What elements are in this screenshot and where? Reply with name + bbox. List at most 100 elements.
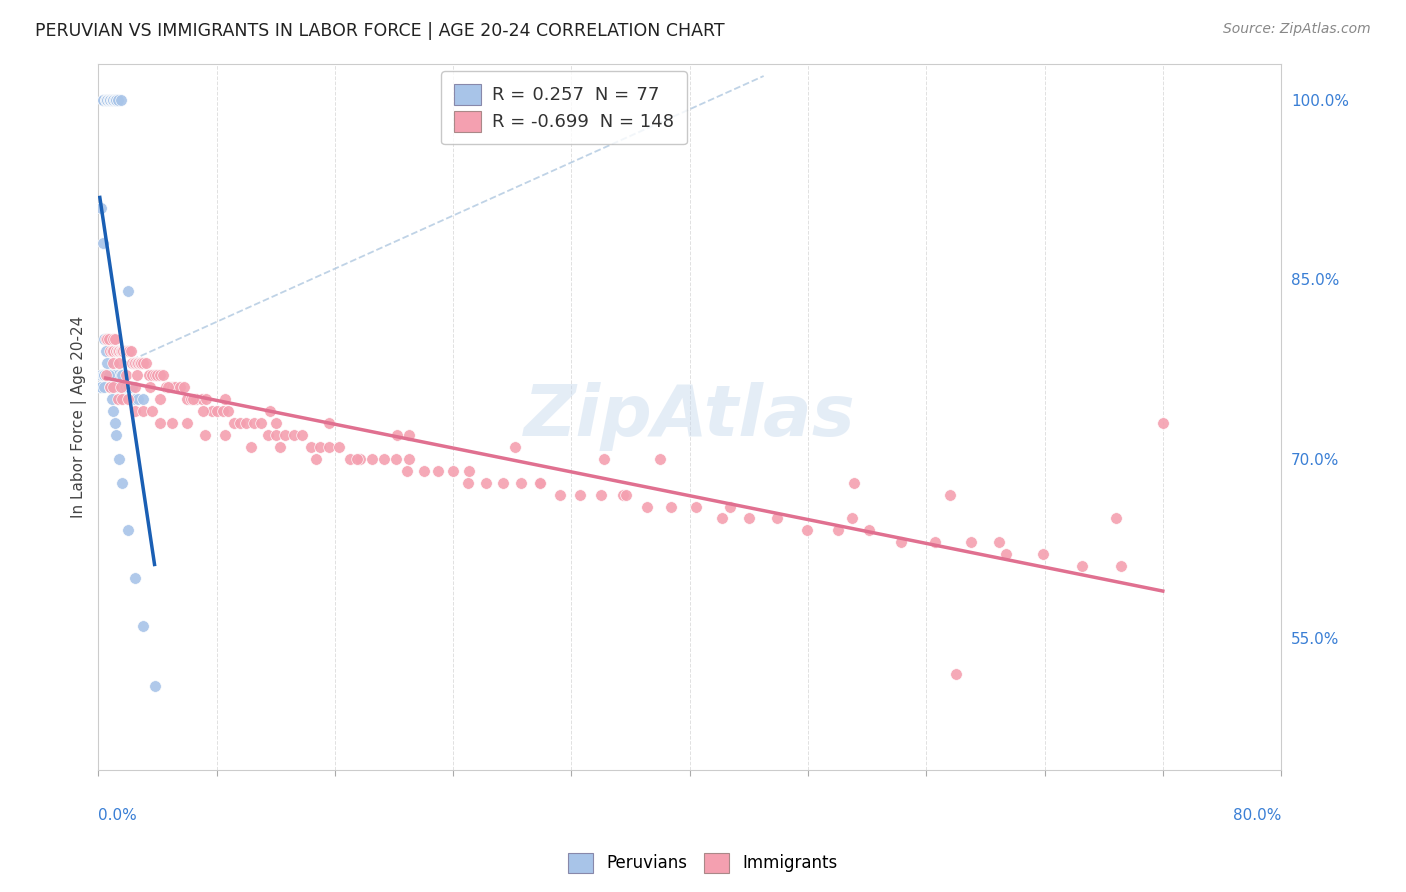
Point bbox=[127, 392, 149, 406]
Point bbox=[100, 93, 122, 107]
Point bbox=[1104, 511, 1126, 525]
Point bbox=[385, 427, 408, 442]
Point bbox=[214, 427, 236, 442]
Text: ZipAtlas: ZipAtlas bbox=[524, 383, 856, 451]
Point bbox=[685, 500, 707, 514]
Point bbox=[94, 93, 117, 107]
Point bbox=[214, 392, 236, 406]
Point bbox=[117, 380, 139, 394]
Point bbox=[349, 451, 371, 466]
Point bbox=[93, 332, 115, 346]
Point bbox=[105, 93, 128, 107]
Point bbox=[94, 368, 117, 382]
Point bbox=[128, 356, 150, 370]
Point bbox=[131, 392, 153, 406]
Point bbox=[90, 201, 112, 215]
Point bbox=[111, 344, 134, 359]
Point bbox=[194, 427, 217, 442]
Point bbox=[291, 427, 314, 442]
Point bbox=[124, 404, 146, 418]
Point bbox=[104, 416, 127, 430]
Point bbox=[108, 344, 131, 359]
Point bbox=[162, 380, 184, 394]
Point bbox=[239, 440, 262, 454]
Point bbox=[318, 440, 340, 454]
Point bbox=[492, 475, 515, 490]
Point bbox=[299, 440, 322, 454]
Point bbox=[104, 368, 127, 382]
Point bbox=[458, 464, 481, 478]
Point bbox=[157, 380, 180, 394]
Point bbox=[259, 404, 281, 418]
Point bbox=[112, 344, 135, 359]
Point bbox=[120, 344, 142, 359]
Point bbox=[711, 511, 734, 525]
Point bbox=[91, 93, 114, 107]
Point bbox=[114, 344, 136, 359]
Point bbox=[107, 392, 129, 406]
Point bbox=[141, 368, 163, 382]
Point bbox=[650, 451, 672, 466]
Point bbox=[110, 344, 132, 359]
Point bbox=[110, 344, 132, 359]
Point bbox=[96, 368, 118, 382]
Point bbox=[195, 392, 218, 406]
Point bbox=[612, 487, 634, 501]
Point bbox=[718, 500, 741, 514]
Point bbox=[180, 392, 202, 406]
Point bbox=[373, 451, 395, 466]
Point bbox=[201, 404, 224, 418]
Point bbox=[398, 427, 420, 442]
Point bbox=[131, 619, 153, 633]
Point bbox=[110, 380, 132, 394]
Text: PERUVIAN VS IMMIGRANTS IN LABOR FORCE | AGE 20-24 CORRELATION CHART: PERUVIAN VS IMMIGRANTS IN LABOR FORCE | … bbox=[35, 22, 724, 40]
Point bbox=[131, 404, 153, 418]
Point bbox=[841, 511, 863, 525]
Point bbox=[156, 380, 179, 394]
Point bbox=[111, 392, 134, 406]
Point bbox=[101, 93, 124, 107]
Point bbox=[100, 344, 122, 359]
Point bbox=[659, 500, 682, 514]
Point bbox=[141, 404, 163, 418]
Point bbox=[110, 368, 132, 382]
Point bbox=[191, 392, 214, 406]
Point bbox=[96, 93, 118, 107]
Point bbox=[173, 380, 195, 394]
Point bbox=[235, 416, 257, 430]
Point bbox=[125, 356, 148, 370]
Point bbox=[127, 356, 149, 370]
Point bbox=[264, 427, 287, 442]
Point bbox=[257, 427, 280, 442]
Point bbox=[98, 93, 121, 107]
Point bbox=[529, 475, 551, 490]
Point bbox=[346, 451, 368, 466]
Point bbox=[165, 380, 187, 394]
Point bbox=[100, 392, 122, 406]
Point bbox=[766, 511, 789, 525]
Point bbox=[108, 356, 131, 370]
Point bbox=[318, 416, 340, 430]
Point bbox=[96, 356, 118, 370]
Point bbox=[89, 380, 111, 394]
Point bbox=[305, 451, 328, 466]
Point bbox=[98, 93, 121, 107]
Point bbox=[427, 464, 450, 478]
Point bbox=[101, 93, 124, 107]
Point bbox=[115, 368, 138, 382]
Point bbox=[98, 380, 121, 394]
Point bbox=[858, 524, 880, 538]
Point bbox=[107, 368, 129, 382]
Point bbox=[169, 380, 191, 394]
Legend: R =  0.257   N =  77, R = -0.699   N = 148: R = 0.257 N = 77, R = -0.699 N = 148 bbox=[441, 71, 686, 145]
Point bbox=[94, 332, 117, 346]
Point bbox=[112, 380, 135, 394]
Point bbox=[91, 236, 114, 251]
Point bbox=[995, 547, 1018, 561]
Point bbox=[101, 332, 124, 346]
Point bbox=[107, 93, 129, 107]
Point bbox=[94, 93, 117, 107]
Point bbox=[360, 451, 382, 466]
Point bbox=[412, 464, 434, 478]
Point bbox=[129, 356, 152, 370]
